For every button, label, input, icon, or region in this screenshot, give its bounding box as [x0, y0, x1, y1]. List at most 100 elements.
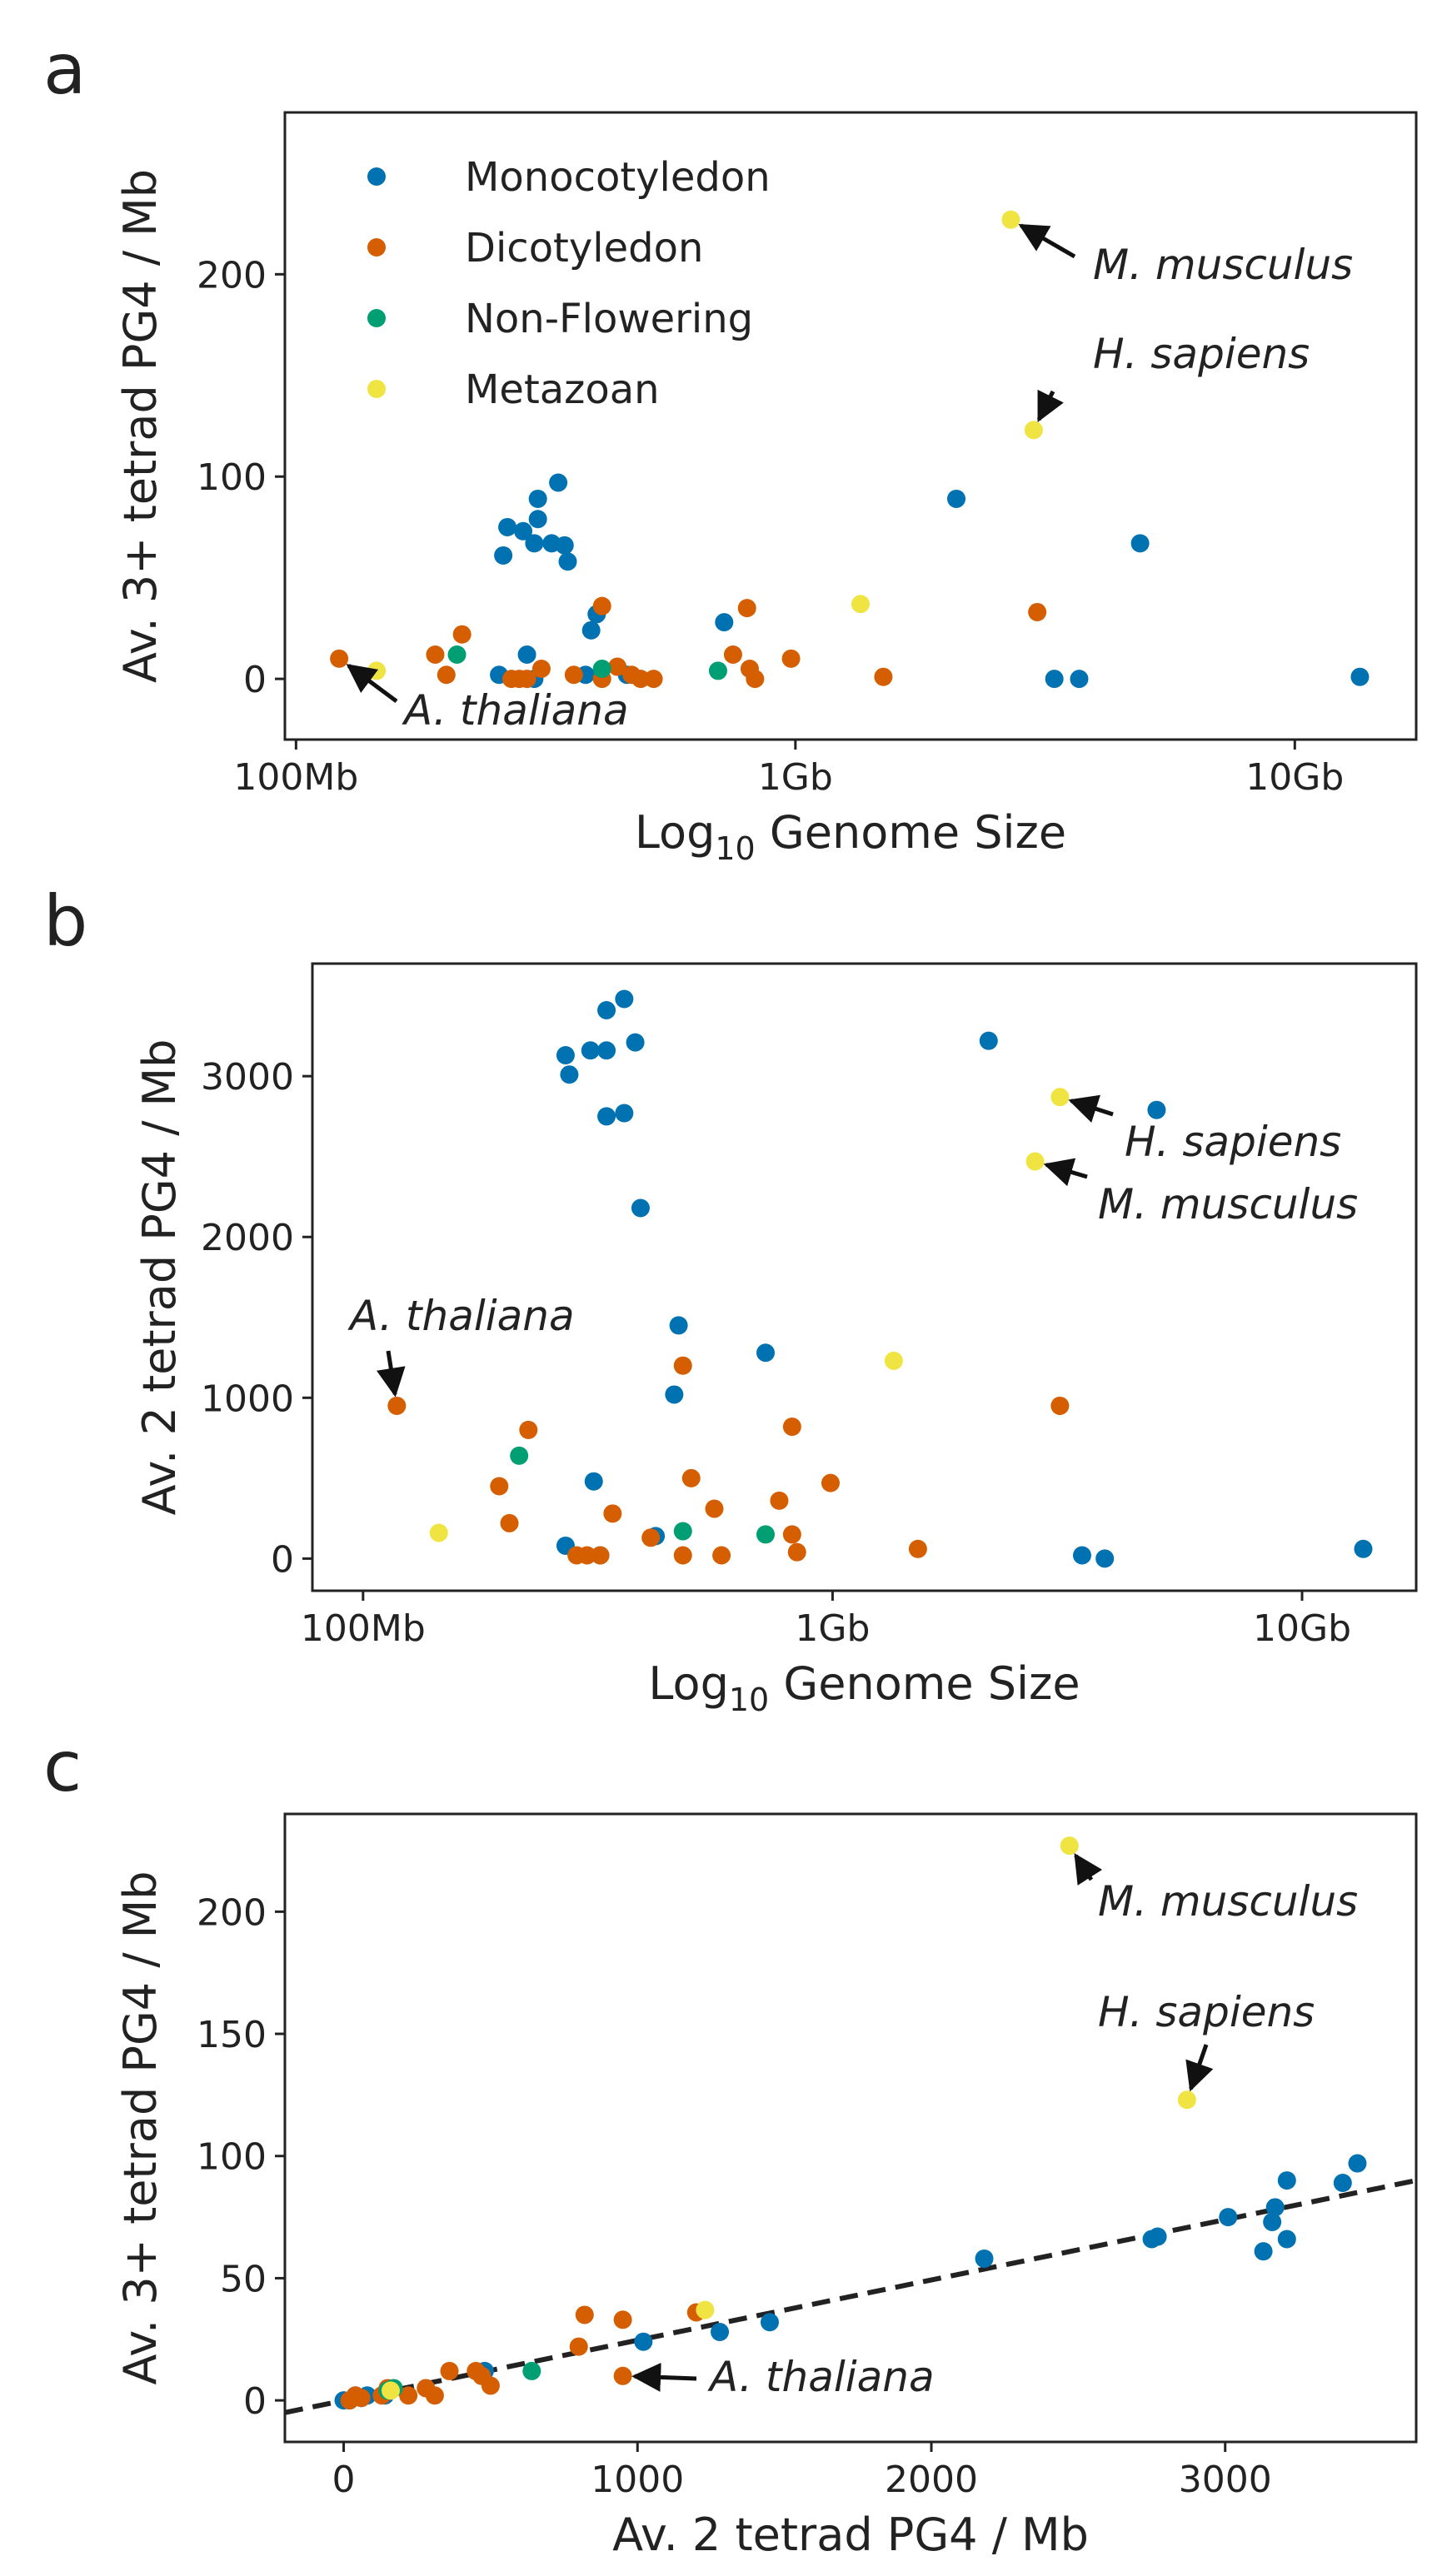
data-point-dicotyledon: [564, 665, 583, 685]
data-point-monocotyledon: [634, 2332, 653, 2351]
panel-b-y-tick-label: 1000: [201, 1378, 294, 1420]
data-point-dicotyledon: [673, 1546, 692, 1565]
data-point-non-flowering: [756, 1525, 776, 1544]
data-point-monocotyledon: [584, 1472, 603, 1491]
data-point-monocotyledon: [626, 1033, 645, 1052]
data-point-dicotyledon: [452, 625, 472, 644]
data-point-dicotyledon: [1028, 602, 1047, 621]
data-point-monocotyledon: [1045, 670, 1064, 689]
panel-b-series-dicotyledon: [387, 1356, 1070, 1565]
data-point-monocotyledon: [1350, 667, 1370, 686]
data-point-dicotyledon: [770, 1491, 789, 1510]
data-point-dicotyledon: [569, 2337, 588, 2356]
data-point-dicotyledon: [787, 1542, 806, 1562]
panel-letter-b: b: [43, 880, 87, 962]
annotation-a-thaliana: A. thaliana: [402, 686, 629, 735]
data-point-dicotyledon: [490, 1477, 509, 1496]
data-point-dicotyledon: [399, 2386, 418, 2405]
panel-b-x-tick-label: 10Gb: [1253, 1607, 1351, 1650]
annotation-h-sapiens: H. sapiens: [1125, 1118, 1341, 1166]
panel-c-frame: [283, 1812, 1418, 2444]
data-point-monocotyledon: [549, 473, 568, 492]
panel-b-x-axis-label: Log10 Genome Size: [648, 1657, 1080, 1718]
data-point-dicotyledon: [644, 670, 663, 689]
data-point-monocotyledon: [556, 1046, 575, 1065]
data-point-monocotyledon: [1095, 1549, 1115, 1568]
data-point-dicotyledon: [437, 665, 456, 685]
data-point-monocotyledon: [597, 1107, 616, 1126]
panel-a-x-tick-label: 100Mb: [233, 756, 358, 799]
data-point-dicotyledon: [472, 2366, 491, 2385]
data-point-monocotyledon: [525, 534, 544, 553]
panel-b-chart: 100Mb 1Gb 10Gb 0 1000 2000 3000 Log10 Genome Si…: [133, 962, 1418, 1718]
panel-b-y-axis-label: Av. 2 tetrad PG4 / Mb: [133, 1039, 186, 1516]
data-point-monocotyledon: [946, 489, 965, 508]
data-point-dicotyledon: [346, 2386, 365, 2405]
panel-c-x-tick-label: 3000: [1179, 2459, 1272, 2501]
data-point-monocotyledon: [555, 536, 574, 555]
data-point-monocotyledon: [665, 1385, 684, 1404]
data-point-monocotyledon: [1333, 2174, 1352, 2193]
data-point-dicotyledon: [417, 2379, 436, 2398]
panel-letter-a: a: [43, 28, 86, 110]
data-point-dicotyledon: [746, 670, 765, 689]
data-point-dicotyledon: [631, 670, 651, 689]
data-point-monocotyledon: [631, 1198, 650, 1218]
panel-c-y-tick-label: 50: [220, 2258, 267, 2300]
annotation-a-thaliana: A. thaliana: [707, 2353, 935, 2401]
data-point-monocotyledon: [615, 989, 634, 1009]
panel-c-y-axis-label: Av. 3+ tetrad PG4 / Mb: [114, 1871, 167, 2384]
panel-a-series-metazoan: [367, 210, 1043, 680]
annotation-h-sapiens: H. sapiens: [1098, 1988, 1315, 2036]
data-point-non-flowering: [522, 2361, 541, 2380]
legend-marker-non-flowering: [367, 309, 386, 327]
data-point-non-flowering: [708, 661, 727, 680]
annotation-m-musculus: M. musculus: [1093, 241, 1353, 289]
data-point-metazoan: [1024, 421, 1043, 440]
panel-c-x-tick-label: 0: [332, 2459, 356, 2501]
annotation-arrow-h-sapiens: [1185, 2044, 1214, 2092]
legend-label-monocotyledon: Monocotyledon: [465, 154, 771, 201]
legend-marker-monocotyledon: [367, 167, 386, 186]
annotation-h-sapiens: H. sapiens: [1093, 330, 1310, 378]
data-point-dicotyledon: [737, 599, 756, 618]
data-point-monocotyledon: [1277, 2171, 1296, 2190]
data-point-dicotyledon: [591, 1546, 610, 1565]
data-point-dicotyledon: [782, 1525, 801, 1544]
panel-c-x-tick-label: 1000: [591, 2459, 684, 2501]
data-point-dicotyledon: [517, 670, 536, 689]
legend-label-non-flowering: Non-Flowering: [465, 296, 753, 342]
panel-a-chart: 100Mb 1Gb 10Gb 0 100 200 Log10 Genome Size Av. …: [114, 111, 1418, 867]
panel-a-y-tick-label: 200: [197, 254, 267, 296]
data-point-monocotyledon: [597, 1000, 616, 1019]
data-point-non-flowering: [447, 645, 467, 664]
data-point-monocotyledon: [1072, 1546, 1091, 1565]
data-point-non-flowering: [592, 659, 611, 678]
data-point-dicotyledon: [705, 1499, 724, 1518]
data-point-dicotyledon: [673, 1356, 692, 1375]
data-point-metazoan: [381, 2381, 400, 2400]
data-point-monocotyledon: [669, 1316, 688, 1335]
data-point-monocotyledon: [756, 1343, 776, 1363]
data-point-monocotyledon: [715, 613, 734, 632]
annotation-arrow-a-thaliana: [346, 664, 398, 704]
data-point-metazoan: [1025, 1152, 1045, 1171]
panel-b-series-non-flowering: [510, 1446, 776, 1544]
annotation-arrow-h-sapiens: [1068, 1094, 1114, 1123]
data-point-monocotyledon: [498, 517, 517, 536]
data-point-monocotyledon: [1142, 2230, 1161, 2249]
data-point-monocotyledon: [975, 2249, 994, 2268]
panel-a-series-dicotyledon: [330, 596, 1047, 689]
annotation-a-thaliana: A. thaliana: [347, 1292, 575, 1340]
panel-a-x-tick-label: 1Gb: [758, 756, 833, 799]
data-point-dicotyledon: [575, 2305, 594, 2324]
data-point-monocotyledon: [1348, 2154, 1367, 2173]
panel-c-chart: 0 1000 2000 3000 0 50 100 150 200 Av. 2 tetrad PG…: [114, 1812, 1418, 2561]
data-point-dicotyledon: [603, 1504, 622, 1523]
annotation-arrow-a-thaliana: [377, 1350, 406, 1398]
panel-a-frame: [283, 111, 1418, 741]
data-point-dicotyledon: [1050, 1396, 1070, 1415]
data-point-monocotyledon: [615, 1104, 634, 1123]
panel-a-y-tick-label: 100: [197, 456, 267, 499]
